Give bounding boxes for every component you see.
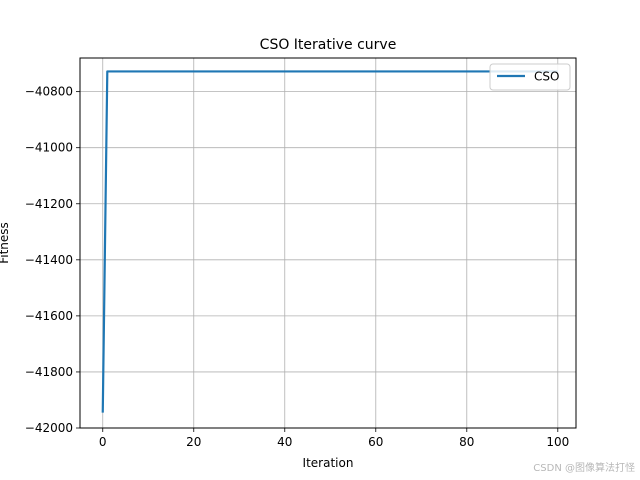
x-tick-label: 40: [277, 435, 292, 449]
grid: [80, 58, 576, 429]
y-axis-label: Fitness: [0, 222, 11, 264]
chart-title: CSO Iterative curve: [260, 37, 397, 53]
series-line-cso: [101, 70, 558, 413]
x-tick-label: 100: [546, 435, 569, 449]
legend-label-cso: CSO: [534, 70, 559, 84]
legend: CSO: [489, 63, 571, 91]
y-ticks: −42000 −41800 −41600 −41400 −41200 −41000 −408…: [25, 85, 80, 435]
y-tick-label: −41200: [25, 197, 73, 211]
y-tick-label: −42000: [25, 421, 73, 435]
y-tick-label: −41600: [25, 309, 73, 323]
x-tick-label: 0: [99, 435, 107, 449]
y-tick-label: −40800: [25, 85, 73, 99]
y-tick-label: −41800: [25, 365, 73, 379]
plot-frame: [79, 57, 577, 429]
y-tick-label: −41400: [25, 253, 73, 267]
x-tick-label: 60: [368, 435, 383, 449]
x-ticks: 0 20 40 60 80 100: [99, 428, 569, 449]
watermark: CSDN @图像算法打怪: [533, 461, 635, 474]
y-tick-label: −41000: [25, 141, 73, 155]
series-layer: [101, 70, 558, 413]
x-axis-label: Iteration: [303, 456, 354, 470]
x-tick-label: 20: [186, 435, 201, 449]
legend-box: [489, 63, 571, 91]
x-tick-label: 80: [459, 435, 474, 449]
